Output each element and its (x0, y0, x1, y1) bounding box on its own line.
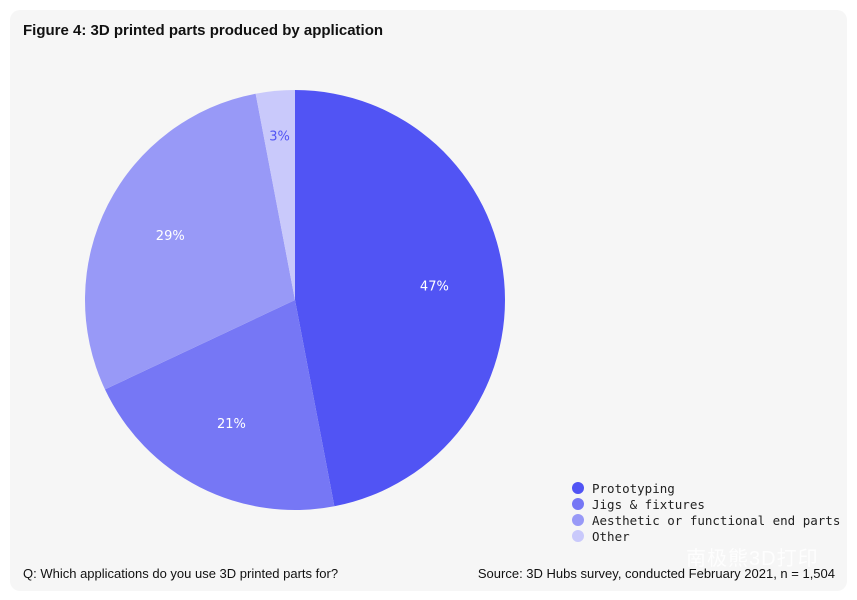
legend-label: Prototyping (592, 480, 675, 496)
survey-question: Q: Which applications do you use 3D prin… (23, 566, 339, 581)
legend-swatch (572, 482, 584, 494)
legend-swatch (572, 530, 584, 542)
source-note: Source: 3D Hubs survey, conducted Februa… (477, 566, 835, 581)
legend-item: Prototyping (572, 480, 840, 496)
legend-swatch (572, 498, 584, 510)
legend-item: Jigs & fixtures (572, 496, 840, 512)
pie-slice-other (255, 90, 295, 300)
legend-item: Aesthetic or functional end parts (572, 512, 840, 528)
pie-chart: 47% 21% 29% 3% (84, 90, 506, 510)
slice-value-label: 21% (217, 417, 246, 432)
pie-slice-jigs-fixtures (104, 300, 335, 510)
chart-card: Figure 4: 3D printed parts produced by a… (10, 10, 847, 591)
slice-value-label: 3% (269, 129, 290, 144)
legend-label: Jigs & fixtures (592, 496, 705, 512)
legend-swatch (572, 514, 584, 526)
slice-value-label: 47% (420, 279, 449, 294)
legend-label: Other (592, 528, 630, 544)
pie-slice-aesthetic-or-functional-end-parts (84, 93, 296, 390)
chart-legend: Prototyping Jigs & fixtures Aesthetic or… (572, 480, 840, 544)
slice-value-label: 29% (156, 229, 185, 244)
pie-slice-prototyping (295, 90, 506, 507)
chart-title: Figure 4: 3D printed parts produced by a… (23, 22, 384, 39)
legend-item: Other (572, 528, 840, 544)
legend-label: Aesthetic or functional end parts (592, 512, 841, 528)
watermark: 南极熊3D打印 (686, 548, 819, 570)
